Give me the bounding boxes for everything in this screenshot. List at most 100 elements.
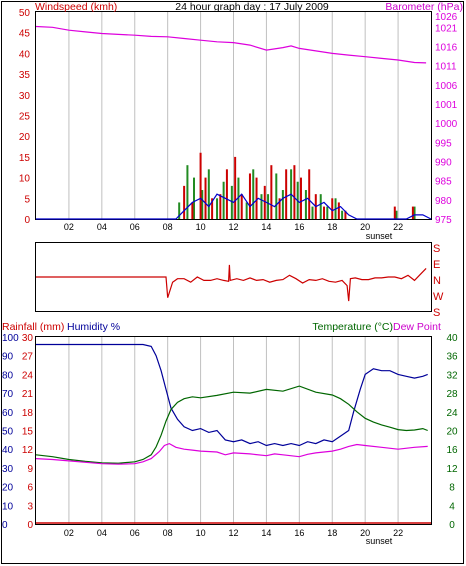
wind-baro-grid: [68, 12, 399, 219]
rain-tick-label: 27: [22, 352, 34, 363]
wind-x-tick: 16: [294, 222, 304, 232]
temp-x-tick: 04: [97, 528, 107, 538]
wind-tick-label: 5: [24, 194, 30, 205]
wind-tick-label: 10: [19, 174, 31, 185]
dewpoint-axis-title: Dew Point: [393, 321, 441, 333]
temp-tick-label: 28: [446, 389, 458, 400]
baro-tick-label: 1000: [435, 119, 458, 130]
temp-tick-label: 20: [446, 427, 458, 438]
wind-tick-label: 30: [19, 91, 31, 102]
temp-tick-label: 0: [449, 520, 455, 531]
dewpoint-line: [35, 442, 428, 465]
temp-tick-label: 12: [446, 464, 458, 475]
humidity-y-axis: 0 10 20 30 40 50 60 70 80 90 100: [2, 333, 19, 531]
wind-x-tick: 18: [327, 222, 337, 232]
baro-tick-label: 990: [435, 158, 452, 169]
wind-x-tick: 10: [196, 222, 206, 232]
rain-tick-label: 24: [22, 370, 34, 381]
rain-tick-label: 30: [22, 333, 34, 344]
direction-series: [36, 264, 427, 302]
humidity-tick-label: 30: [2, 464, 14, 475]
humidity-tick-label: 20: [2, 483, 14, 494]
baro-tick-label: 995: [435, 138, 452, 149]
wind_avg-line: [36, 193, 432, 220]
temp-tick-label: 40: [446, 333, 458, 344]
temp-tick-label: 36: [446, 352, 458, 363]
wind-x-tick: 14: [261, 222, 271, 232]
humidity-tick-label: 100: [2, 333, 19, 344]
humidity-tick-label: 70: [2, 389, 14, 400]
wind-tick-label: 25: [19, 112, 31, 123]
temp-x-axis: 02 04 06 08 10 12 14 16 18 20 22: [64, 528, 403, 538]
humidity-tick-label: 60: [2, 408, 14, 419]
temp-tick-label: 32: [446, 370, 458, 381]
temp-x-tick: 16: [294, 528, 304, 538]
direction-line: [36, 264, 427, 302]
humidity-tick-label: 50: [2, 427, 14, 438]
humidity-axis-title: Humidity %: [67, 321, 120, 333]
direction-tick-label: E: [433, 259, 440, 271]
temp-tick-label: 4: [449, 501, 455, 512]
baro-tick-label: 1026: [435, 12, 458, 23]
direction-tick-label: W: [433, 291, 444, 303]
wind-x-tick: 22: [393, 222, 403, 232]
baro-tick-label: 975: [435, 215, 452, 226]
sunset-label-top: sunset: [366, 231, 393, 241]
barometer-line: [35, 25, 427, 64]
wind-x-tick: 06: [130, 222, 140, 232]
humidity-tick-label: 80: [2, 370, 14, 381]
baro-tick-label: 980: [435, 196, 452, 207]
rain-tick-label: 9: [27, 464, 33, 475]
direction-tick-label: S: [433, 243, 440, 255]
rain-tick-label: 3: [27, 501, 33, 512]
wind-axis-title: Windspeed (kmh): [35, 1, 117, 13]
temp-x-tick: 18: [327, 528, 337, 538]
temp-hum-series: [35, 343, 431, 524]
wind-x-tick: 04: [97, 222, 107, 232]
temp-x-tick: 22: [393, 528, 403, 538]
temp-tick-label: 16: [446, 445, 458, 456]
temp-x-tick: 14: [261, 528, 271, 538]
temp-hum-grid: [68, 337, 399, 524]
baro-tick-label: 1011: [435, 62, 457, 73]
chart-title: 24 hour graph day : 17 July 2009: [175, 1, 329, 13]
direction-tick-label: S: [433, 307, 440, 319]
rain-y-axis: 0 3 6 9 12 15 18 21 24 27 30: [22, 333, 34, 531]
wind-tick-label: 40: [19, 49, 31, 60]
wind-baro-series: [35, 25, 432, 220]
rain-tick-label: 6: [27, 483, 33, 494]
wind-tick-label: 0: [24, 215, 30, 226]
baro-tick-label: 985: [435, 177, 452, 188]
wind-x-tick: 20: [360, 222, 370, 232]
wind-x-axis: 02 04 06 08 10 12 14 16 18 20 22: [64, 222, 403, 232]
temp-x-tick: 02: [64, 528, 74, 538]
rain-tick-label: 0: [27, 520, 33, 531]
baro-tick-label: 1006: [435, 81, 458, 92]
wind-tick-label: 45: [19, 29, 31, 40]
temp-x-tick: 10: [196, 528, 206, 538]
temp-y-axis: 0 4 8 12 16 20 24 28 32 36 40: [446, 333, 458, 531]
wind-x-tick: 12: [228, 222, 238, 232]
humidity-tick-label: 0: [2, 520, 8, 531]
wind-tick-label: 15: [19, 153, 31, 164]
rain-axis-title: Rainfall (mm): [2, 321, 64, 333]
temp-tick-label: 8: [449, 483, 455, 494]
temp-x-tick: 12: [228, 528, 238, 538]
wind-x-tick: 02: [64, 222, 74, 232]
rain-tick-label: 21: [22, 389, 34, 400]
humidity-tick-label: 40: [2, 445, 14, 456]
wind-tick-label: 50: [19, 8, 31, 19]
baro-y-axis: 975 980 985 990 995 1000 1001 1006 1011 1016 10211…: [435, 12, 458, 226]
temp-tick-label: 24: [446, 408, 458, 419]
rain-tick-label: 15: [22, 427, 34, 438]
wind-y-axis: 0 5 10 15 20 25 30 35 40 45 50: [19, 8, 31, 226]
wind-tick-label: 35: [19, 70, 31, 81]
temperature-line: [35, 385, 428, 464]
wind-tick-label: 20: [19, 132, 31, 143]
wind-x-tick: 08: [163, 222, 173, 232]
rain-tick-label: 18: [22, 408, 34, 419]
